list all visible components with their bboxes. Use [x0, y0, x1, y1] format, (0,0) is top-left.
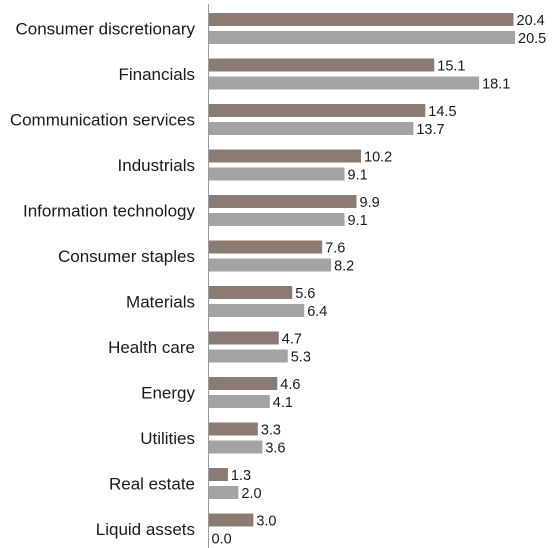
data-label: 13.7	[416, 122, 444, 138]
bar	[208, 58, 435, 72]
data-label: 5.3	[291, 350, 311, 366]
bar	[208, 486, 239, 499]
data-label: 6.4	[307, 304, 327, 320]
data-label: 1.3	[231, 468, 251, 484]
data-label: 15.1	[437, 59, 465, 75]
bar	[208, 422, 258, 436]
value-labels: 20.420.515.118.114.513.710.29.19.99.17.6…	[212, 13, 547, 548]
bar	[208, 304, 305, 317]
category-label: Utilities	[140, 429, 195, 448]
bar	[208, 240, 323, 254]
bar	[208, 513, 254, 527]
data-label: 9.9	[360, 195, 380, 211]
data-label: 9.1	[348, 168, 368, 184]
bar	[208, 31, 515, 44]
data-label: 3.3	[261, 423, 281, 439]
category-label: Financials	[118, 65, 195, 84]
data-label: 18.1	[482, 77, 510, 93]
bar	[208, 195, 357, 208]
data-label: 7.6	[325, 241, 345, 257]
category-label: Communication services	[10, 111, 195, 130]
bar	[208, 377, 278, 390]
bar	[208, 440, 263, 454]
category-label: Health care	[108, 338, 195, 357]
bar	[208, 331, 279, 345]
bar	[208, 167, 345, 181]
bar	[208, 258, 332, 272]
data-label: 3.0	[256, 514, 276, 530]
category-labels: Consumer discretionary Financials Communic…	[10, 20, 196, 540]
data-label: 4.6	[280, 377, 300, 393]
category-label: Energy	[141, 384, 195, 403]
data-label: 14.5	[428, 104, 456, 120]
bar	[208, 395, 270, 408]
category-label: Real estate	[109, 475, 195, 494]
data-label: 4.1	[273, 395, 293, 411]
bar	[208, 286, 293, 299]
bar	[208, 76, 480, 90]
category-label: Liquid assets	[96, 520, 195, 539]
category-label: Materials	[126, 293, 195, 312]
data-label: 0.0	[212, 532, 232, 548]
bar	[208, 149, 362, 163]
category-label: Industrials	[118, 156, 195, 175]
bar	[208, 213, 345, 226]
data-label: 8.2	[334, 259, 354, 275]
data-label: 5.6	[295, 286, 315, 302]
bar	[208, 104, 426, 117]
category-label: Consumer staples	[58, 247, 195, 266]
data-label: 3.6	[265, 441, 285, 457]
data-label: 10.2	[364, 150, 392, 166]
bar	[208, 468, 228, 481]
bar	[208, 349, 288, 363]
category-label: Consumer discretionary	[15, 20, 195, 39]
data-label: 2.0	[241, 486, 261, 502]
data-label: 20.4	[517, 13, 545, 29]
data-label: 20.5	[518, 31, 546, 47]
category-label: Information technology	[23, 202, 195, 221]
bars	[208, 13, 515, 527]
data-label: 9.1	[348, 213, 368, 229]
bar	[208, 13, 514, 26]
bar	[208, 122, 414, 135]
data-label: 4.7	[282, 332, 302, 348]
